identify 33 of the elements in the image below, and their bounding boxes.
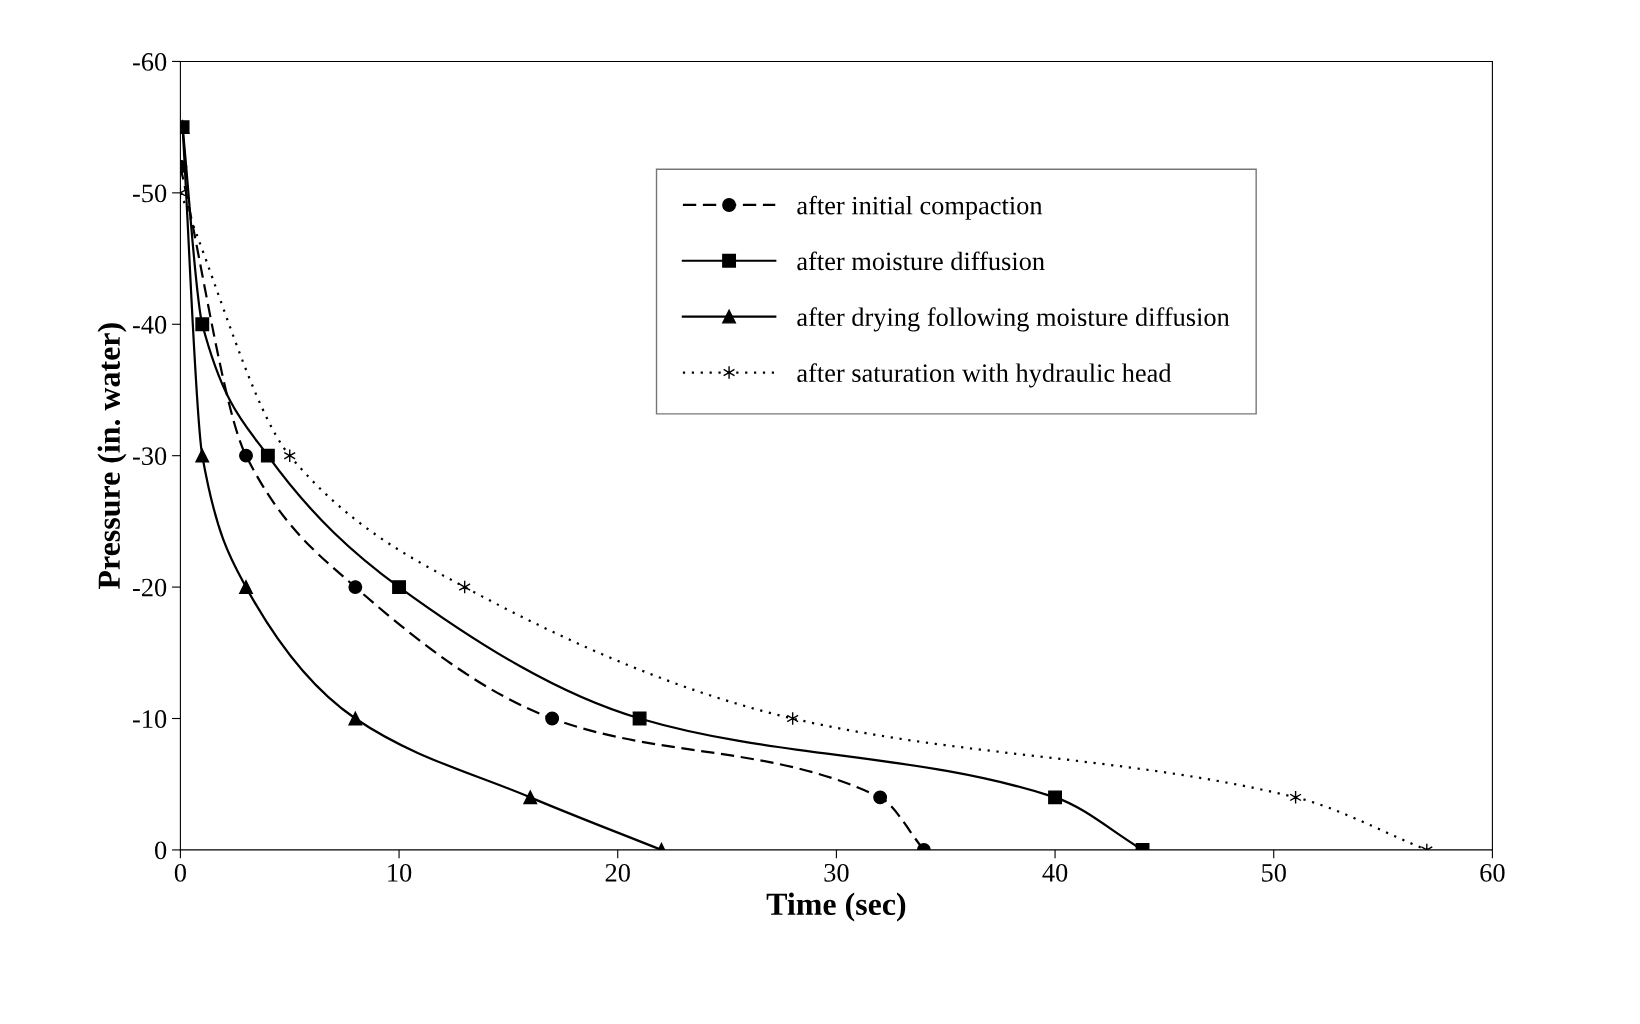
legend-label: after saturation with hydraulic head <box>797 363 1172 388</box>
x-axis-title: Time (sec) <box>766 892 906 922</box>
point <box>239 448 253 463</box>
point <box>195 317 210 332</box>
point <box>392 580 407 595</box>
point <box>348 580 363 595</box>
point <box>195 448 210 463</box>
y-tick-label: -30 <box>133 447 167 466</box>
y-axis-title: Pressure (in. water) <box>97 323 127 589</box>
point <box>632 711 647 726</box>
legend-label: after moisture diffusion <box>797 251 1045 271</box>
point <box>260 448 275 463</box>
y-tick-label: -20 <box>133 578 167 597</box>
y-tick-label: -10 <box>133 710 167 728</box>
x-tick-label: 20 <box>605 863 630 882</box>
x-tick-label: 0 <box>174 863 186 882</box>
point <box>545 711 560 726</box>
point <box>239 580 253 595</box>
point <box>348 711 363 726</box>
legend-label: after drying following moisture diffusion <box>797 307 1230 332</box>
point <box>1048 790 1063 805</box>
point <box>523 790 538 805</box>
x-tick-label: 50 <box>1262 863 1286 882</box>
y-tick-label: 0 <box>155 841 167 860</box>
x-tick-label: 60 <box>1480 863 1505 882</box>
point <box>873 790 888 805</box>
y-tick-label: -50 <box>133 184 167 203</box>
legend-label: after initial compaction <box>797 195 1043 220</box>
x-tick-label: 40 <box>1042 863 1068 882</box>
x-tick-label: 30 <box>824 863 849 882</box>
y-tick-label: -60 <box>133 53 167 71</box>
x-tick-label: 10 <box>388 863 412 882</box>
y-tick-label: -40 <box>133 315 167 334</box>
